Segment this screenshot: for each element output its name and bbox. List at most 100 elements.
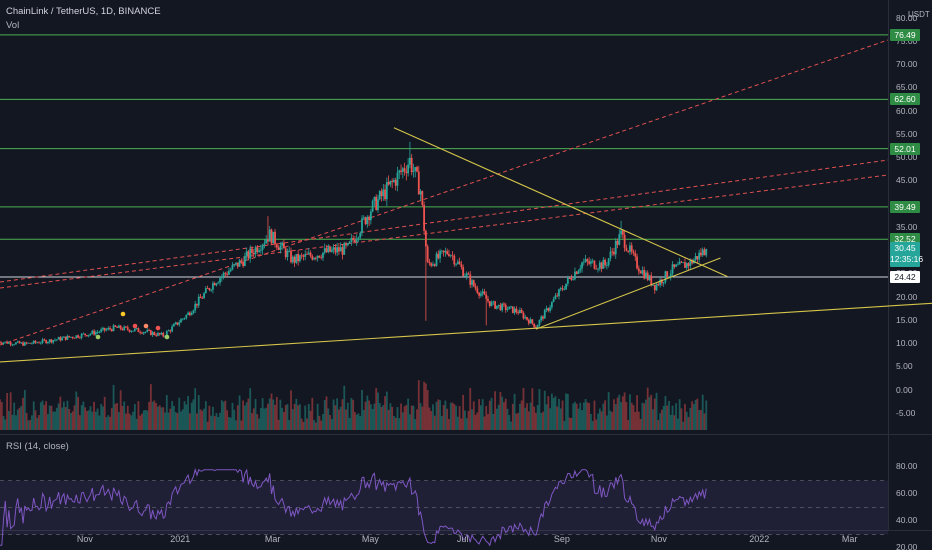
price-tick-label: 0.00 <box>896 384 913 395</box>
volume-bar <box>558 398 560 430</box>
volume-bar <box>636 395 638 430</box>
candle-body <box>290 250 292 263</box>
candle-body <box>559 288 562 290</box>
candle-body <box>448 254 450 257</box>
candle-body <box>572 279 575 281</box>
volume-bar <box>675 403 677 430</box>
candle-body <box>94 332 97 335</box>
volume-bar <box>423 381 426 430</box>
volume-bar <box>455 405 457 430</box>
candle-body <box>545 308 548 311</box>
candle-body <box>444 251 447 253</box>
candle-body <box>668 276 670 278</box>
candle-body <box>174 322 177 325</box>
candle-body <box>298 255 301 262</box>
volume-bar <box>637 411 640 430</box>
volume-bar <box>132 411 134 430</box>
candle-body <box>126 327 129 330</box>
candle-body <box>185 314 188 319</box>
volume-bar <box>403 406 406 430</box>
candle-body <box>199 296 202 299</box>
signal-dot <box>155 325 161 331</box>
volume-bar <box>366 395 369 430</box>
rsi-label[interactable]: RSI (14, close) <box>6 441 69 452</box>
volume-bar <box>123 401 126 430</box>
candle-body <box>222 272 225 277</box>
candle-body <box>540 316 543 321</box>
candle-body <box>487 298 489 302</box>
volume-bar <box>666 405 669 430</box>
candle-body <box>417 171 420 195</box>
candle-body <box>574 271 576 280</box>
volume-bar <box>566 393 569 430</box>
candle-body <box>627 250 630 252</box>
volume-bar <box>474 414 477 430</box>
volume-bar <box>659 413 662 430</box>
volume-bar <box>16 409 19 430</box>
candle-body <box>391 180 394 182</box>
candle-body <box>481 291 484 294</box>
volume-bar <box>485 406 488 430</box>
volume-bar <box>105 417 108 430</box>
candle-body <box>543 310 546 319</box>
candle-body <box>15 342 17 345</box>
candle-body <box>318 255 321 258</box>
volume-bar <box>314 422 317 430</box>
volume-bar <box>57 403 60 430</box>
candle-body <box>13 344 16 346</box>
volume-bar <box>64 407 67 430</box>
dashed-trend-ray-0 <box>0 174 889 289</box>
volume-bar <box>657 420 660 430</box>
candle-body <box>561 288 564 290</box>
candle-body <box>96 331 99 333</box>
volume-bar <box>329 415 331 430</box>
candle-body <box>362 217 365 219</box>
volume-bar <box>139 415 142 430</box>
volume-bar <box>547 396 550 430</box>
signal-dot <box>143 323 149 329</box>
candle-body <box>550 301 553 308</box>
volume-bar <box>114 403 117 430</box>
candle-body <box>316 255 319 259</box>
volume-bar <box>584 399 587 430</box>
volume-bar <box>499 391 502 430</box>
candle-body <box>233 264 236 266</box>
candle-body <box>595 268 598 270</box>
candle-body <box>632 251 635 254</box>
candle-body <box>701 249 704 256</box>
candle-body <box>676 264 679 266</box>
volume-bar <box>462 394 465 430</box>
rsi-tick-label: 20.00 <box>896 542 918 550</box>
candle-body <box>162 332 165 337</box>
volume-bar <box>503 402 505 430</box>
candle-body <box>23 342 26 346</box>
candle-body <box>252 252 255 255</box>
volume-bar <box>96 408 99 430</box>
symbol-title[interactable]: ChainLink / TetherUS, 1D, BINANCE <box>6 6 161 17</box>
volume-bar <box>240 420 243 430</box>
volume-bar <box>93 401 95 430</box>
volume-label[interactable]: Vol <box>6 20 20 31</box>
candle-body <box>256 247 259 252</box>
volume-bar <box>77 397 79 430</box>
price-tick-label: 55.00 <box>896 128 918 139</box>
candle-body <box>669 273 672 277</box>
candle-body <box>439 250 441 259</box>
volume-bar <box>27 420 30 430</box>
candle-body <box>696 256 699 260</box>
candle-body <box>453 255 456 265</box>
candle-body <box>421 191 424 205</box>
volume-bar <box>538 389 541 430</box>
volume-bar <box>346 402 349 430</box>
candle-body <box>582 261 585 263</box>
volume-bar <box>380 407 383 430</box>
volume-bar <box>304 405 307 430</box>
volume-bar <box>192 399 195 430</box>
volume-bar <box>128 413 131 430</box>
candle-body <box>261 244 264 250</box>
candle-body <box>568 277 571 279</box>
candle-body <box>684 262 686 268</box>
volume-bar <box>270 393 273 430</box>
